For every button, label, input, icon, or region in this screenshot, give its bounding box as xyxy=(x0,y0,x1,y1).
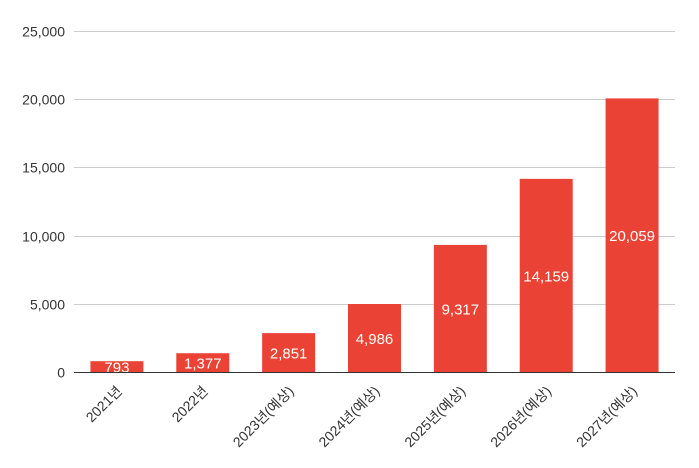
bar xyxy=(176,353,230,372)
x-axis-ticks: 2021년 2022년 2023년(예상) 2024년(예상) 2025년(예상) 202… xyxy=(83,383,641,450)
data-label: 2,851 xyxy=(270,346,308,363)
bar xyxy=(262,333,316,372)
data-label: 1,377 xyxy=(184,356,222,373)
y-tick-label: 25,000 xyxy=(22,24,65,40)
x-tick-label: 2024년(예상) xyxy=(315,383,382,450)
y-tick-label: 20,000 xyxy=(22,92,65,108)
bar xyxy=(90,361,144,372)
y-tick-label: 5,000 xyxy=(30,297,65,313)
bar xyxy=(605,98,659,373)
data-label: 4,986 xyxy=(356,331,394,348)
x-tick-label: 2027년(예상) xyxy=(573,383,640,450)
x-tick-label: 2025년(예상) xyxy=(401,383,468,450)
y-tick-label: 10,000 xyxy=(22,229,65,245)
x-tick-label: 2021년 xyxy=(83,383,125,425)
bars xyxy=(90,98,659,373)
gridlines xyxy=(74,31,675,305)
data-label: 14,159 xyxy=(523,268,569,285)
data-labels: 793 1,377 2,851 4,986 9,317 14,159 20,059 xyxy=(104,228,655,376)
y-tick-label: 0 xyxy=(57,365,65,381)
y-tick-label: 15,000 xyxy=(22,160,65,176)
bar xyxy=(433,244,487,372)
bar xyxy=(348,303,401,372)
bar xyxy=(519,178,573,372)
x-tick-label: 2022년 xyxy=(168,383,210,425)
data-label: 793 xyxy=(104,360,129,377)
data-label: 9,317 xyxy=(442,301,480,318)
x-tick-label: 2023년(예상) xyxy=(230,383,297,450)
x-tick-label: 2026년(예상) xyxy=(487,383,554,450)
y-axis-ticks: 0 5,000 10,000 15,000 20,000 25,000 xyxy=(22,24,65,381)
data-label: 20,059 xyxy=(609,228,655,245)
